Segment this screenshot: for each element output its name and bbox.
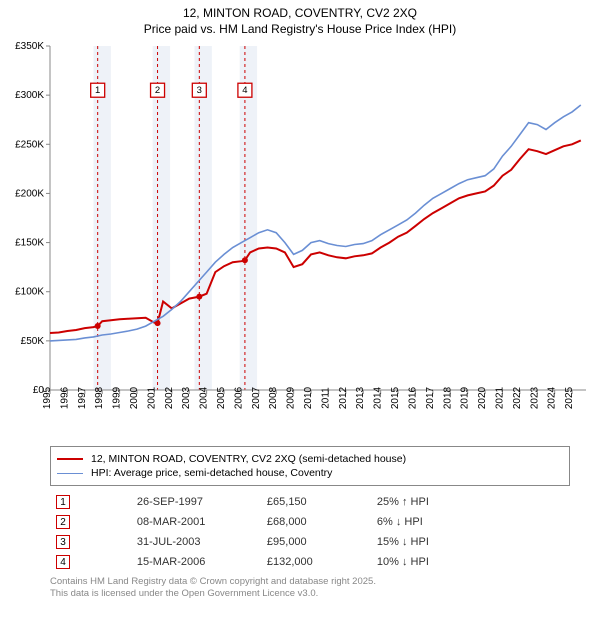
svg-text:2024: 2024 (547, 386, 558, 409)
table-row: 3 31-JUL-2003£95,00015% ↓ HPI (50, 532, 570, 552)
transaction-price: £95,000 (261, 532, 371, 552)
transaction-price: £132,000 (261, 552, 371, 572)
legend-label: 12, MINTON ROAD, COVENTRY, CV2 2XQ (semi… (91, 453, 406, 465)
table-row: 1 26-SEP-1997£65,15025% ↑ HPI (50, 492, 570, 512)
transaction-delta: 15% ↓ HPI (371, 532, 570, 552)
legend-item: 12, MINTON ROAD, COVENTRY, CV2 2XQ (semi… (57, 453, 563, 465)
svg-text:£250K: £250K (15, 139, 44, 150)
license-line2: This data is licensed under the Open Gov… (50, 588, 570, 600)
svg-text:2001: 2001 (146, 386, 157, 409)
table-row: 2 08-MAR-2001£68,0006% ↓ HPI (50, 512, 570, 532)
svg-text:£150K: £150K (15, 238, 44, 249)
chart-container: 12, MINTON ROAD, COVENTRY, CV2 2XQ Price… (0, 0, 600, 601)
svg-text:2019: 2019 (460, 386, 471, 409)
svg-text:2014: 2014 (373, 386, 384, 409)
license-line1: Contains HM Land Registry data © Crown c… (50, 576, 570, 588)
transaction-delta: 6% ↓ HPI (371, 512, 570, 532)
svg-text:2020: 2020 (477, 386, 488, 409)
transaction-date: 31-JUL-2003 (131, 532, 261, 552)
svg-text:2005: 2005 (216, 386, 227, 409)
svg-text:2016: 2016 (407, 386, 418, 409)
table-row: 4 15-MAR-2006£132,00010% ↓ HPI (50, 552, 570, 572)
transaction-marker: 4 (56, 555, 70, 569)
svg-text:2021: 2021 (494, 386, 505, 409)
svg-text:1996: 1996 (59, 386, 70, 409)
svg-text:2012: 2012 (338, 386, 349, 409)
chart-title-subtitle: Price paid vs. HM Land Registry's House … (10, 22, 590, 36)
svg-text:£350K: £350K (15, 41, 44, 52)
license-text: Contains HM Land Registry data © Crown c… (50, 576, 570, 601)
legend-label: HPI: Average price, semi-detached house,… (91, 467, 332, 479)
chart-legend: 12, MINTON ROAD, COVENTRY, CV2 2XQ (semi… (50, 446, 570, 486)
svg-text:1995: 1995 (42, 386, 53, 409)
svg-text:3: 3 (197, 85, 202, 96)
chart-plot-area: £0£50K£100K£150K£200K£250K£300K£350K1995… (0, 40, 600, 440)
transaction-date: 26-SEP-1997 (131, 492, 261, 512)
transaction-date: 15-MAR-2006 (131, 552, 261, 572)
chart-title-block: 12, MINTON ROAD, COVENTRY, CV2 2XQ Price… (0, 0, 600, 40)
svg-text:2002: 2002 (164, 386, 175, 409)
svg-text:£300K: £300K (15, 90, 44, 101)
legend-item: HPI: Average price, semi-detached house,… (57, 467, 563, 479)
chart-svg: £0£50K£100K£150K£200K£250K£300K£350K1995… (0, 40, 600, 440)
transaction-marker: 1 (56, 495, 70, 509)
svg-text:2000: 2000 (129, 386, 140, 409)
svg-text:2018: 2018 (442, 386, 453, 409)
svg-text:2025: 2025 (564, 386, 575, 409)
legend-swatch (57, 473, 83, 474)
transaction-marker: 3 (56, 535, 70, 549)
svg-text:1998: 1998 (94, 386, 105, 409)
svg-text:2017: 2017 (425, 386, 436, 409)
svg-text:2: 2 (155, 85, 160, 96)
svg-text:2023: 2023 (529, 386, 540, 409)
svg-text:2015: 2015 (390, 386, 401, 409)
transaction-table: 1 26-SEP-1997£65,15025% ↑ HPI 2 08-MAR-2001… (50, 492, 570, 572)
transaction-delta: 25% ↑ HPI (371, 492, 570, 512)
svg-text:£50K: £50K (21, 336, 45, 347)
svg-text:2004: 2004 (199, 386, 210, 409)
svg-text:1997: 1997 (77, 386, 88, 409)
svg-text:2010: 2010 (303, 386, 314, 409)
transaction-price: £68,000 (261, 512, 371, 532)
svg-text:£100K: £100K (15, 287, 44, 298)
transaction-price: £65,150 (261, 492, 371, 512)
legend-swatch (57, 458, 83, 460)
svg-text:2013: 2013 (355, 386, 366, 409)
svg-text:2011: 2011 (320, 387, 331, 409)
svg-text:£200K: £200K (15, 188, 44, 199)
svg-text:2022: 2022 (512, 386, 523, 409)
svg-text:2007: 2007 (251, 386, 262, 409)
svg-text:1: 1 (95, 85, 100, 96)
svg-text:2009: 2009 (286, 386, 297, 409)
transaction-delta: 10% ↓ HPI (371, 552, 570, 572)
svg-text:2008: 2008 (268, 386, 279, 409)
svg-text:2006: 2006 (233, 386, 244, 409)
svg-text:2003: 2003 (181, 386, 192, 409)
transaction-date: 08-MAR-2001 (131, 512, 261, 532)
transaction-marker: 2 (56, 515, 70, 529)
svg-text:1999: 1999 (112, 386, 123, 409)
chart-title-address: 12, MINTON ROAD, COVENTRY, CV2 2XQ (10, 6, 590, 20)
svg-text:4: 4 (242, 85, 247, 96)
